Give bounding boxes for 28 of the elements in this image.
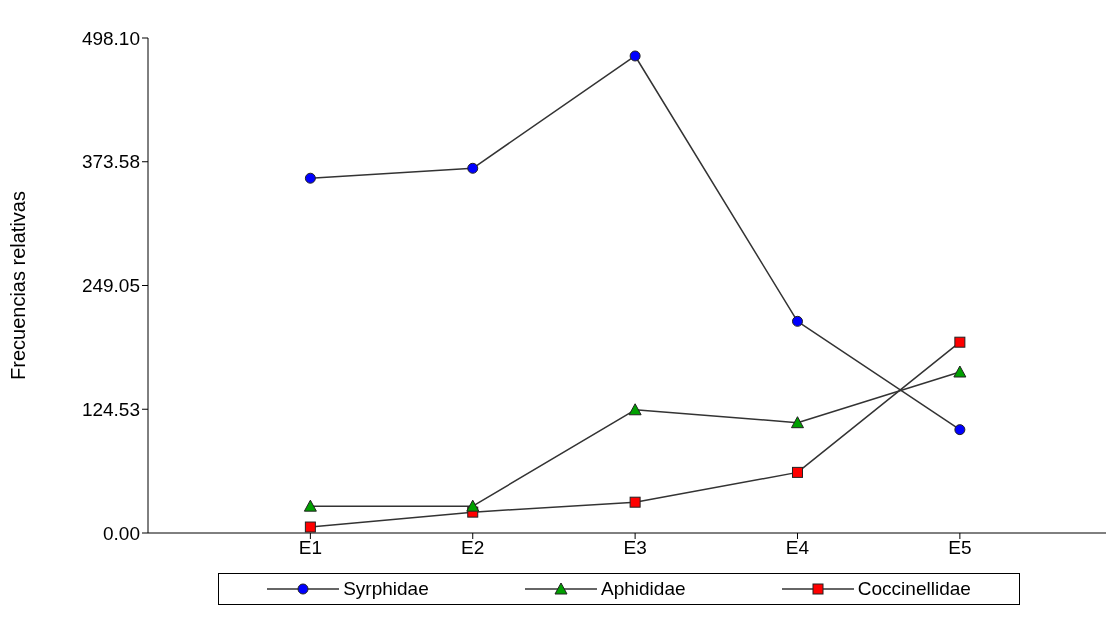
legend-label: Coccinellidae <box>857 578 971 600</box>
point <box>304 521 316 533</box>
x-tick-label: E5 <box>948 537 972 559</box>
y-tick-label: 498.10 <box>81 27 140 49</box>
y-tick-label: 0.00 <box>103 522 140 544</box>
point <box>791 315 803 327</box>
x-tick-label: E2 <box>461 537 485 559</box>
y-tick-label: 373.58 <box>81 151 140 173</box>
point <box>466 499 480 512</box>
legend-label: Aphididae <box>601 578 686 600</box>
point <box>954 424 966 436</box>
point <box>304 172 316 184</box>
point <box>629 496 641 508</box>
legend-label: Syrphidae <box>343 578 429 600</box>
point <box>953 365 967 378</box>
y-tick-label: 249.05 <box>81 275 140 297</box>
x-tick-label: E4 <box>785 537 810 559</box>
point <box>629 50 641 62</box>
point <box>467 162 479 174</box>
point <box>790 416 804 429</box>
x-tick-label: E1 <box>298 537 322 559</box>
x-tick-label: E3 <box>623 537 647 559</box>
point <box>303 499 317 512</box>
y-axis-title: Frecuencias relativas <box>7 191 30 380</box>
point <box>791 466 803 478</box>
y-tick-label: 124.53 <box>81 398 140 420</box>
point <box>954 336 966 348</box>
point <box>628 403 642 416</box>
